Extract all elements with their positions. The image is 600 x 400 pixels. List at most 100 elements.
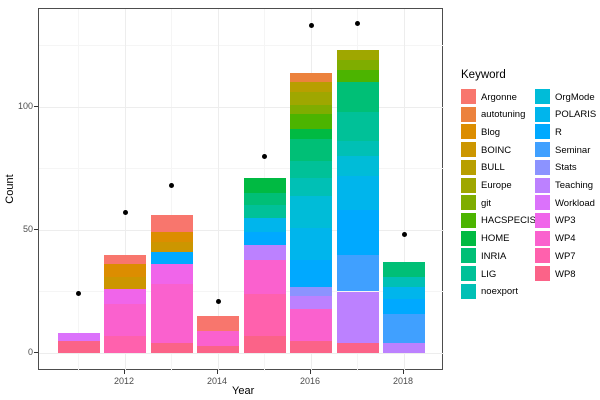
legend-swatch-WP3: [535, 212, 550, 228]
legend-item-POLARIS: POLARIS: [535, 106, 600, 124]
legend-item-LIG: LIG: [461, 265, 533, 283]
bar-segment-2012-Argonne: [104, 254, 146, 265]
legend-swatch-noexport: [461, 283, 476, 299]
bar-segment-2015-WP4: [243, 259, 286, 294]
legend-swatch-BOINC: [461, 142, 476, 158]
bar-segment-2017-Seminar: [336, 254, 379, 292]
bar-segment-2016-Stats: [290, 286, 332, 297]
legend-swatch-WP8: [535, 266, 550, 281]
v-major-gridline: [403, 9, 405, 371]
legend-label: WP8: [555, 268, 576, 280]
legend-label: git: [481, 197, 492, 209]
legend-swatch-Workload: [535, 195, 550, 211]
data-point-2012: [122, 210, 128, 216]
legend-label: Stats: [555, 162, 577, 174]
bar-2013: [150, 9, 193, 371]
legend-label: HOME: [481, 233, 510, 245]
y-tick-label: 0: [27, 347, 33, 357]
legend-item-autotuning: autotuning: [461, 106, 533, 124]
data-point-2013: [169, 183, 174, 189]
bar-segment-2016-INRIA: [290, 138, 332, 162]
legend-swatch-INRIA: [461, 248, 476, 264]
bar-segment-2015-WP7: [243, 293, 286, 336]
bar-segment-2016-WP8: [290, 340, 332, 353]
bar-segment-2016-autotuning: [290, 72, 332, 83]
legend-item-WP7: WP7: [535, 247, 600, 265]
v-major-gridline: [217, 9, 219, 371]
legend-item-Blog: Blog: [461, 123, 533, 141]
v-minor-gridline: [171, 9, 172, 371]
bar-segment-2013-R: [150, 252, 193, 265]
data-point-2017: [355, 20, 360, 26]
legend-swatch-WP4: [535, 230, 550, 246]
legend-label: WP7: [555, 250, 576, 262]
bar-segment-2012-BOINC: [104, 276, 146, 290]
bar-segment-2017-HACSPECIS: [336, 70, 379, 83]
legend-item-Seminar: Seminar: [535, 141, 600, 159]
x-axis-title: Year: [232, 385, 255, 397]
data-point-2015: [262, 153, 267, 159]
plot-panel: [38, 8, 444, 371]
bar-segment-2018-Seminar: [383, 313, 425, 344]
bar-2014: [197, 9, 239, 371]
legend-label: WP4: [555, 233, 576, 245]
legend-item-BULL: BULL: [461, 159, 533, 177]
bar-segment-2016-BULL: [290, 82, 332, 93]
bar-segment-2016-OrgMode: [290, 195, 332, 228]
h-minor-gridline: [39, 45, 444, 46]
h-minor-gridline: [39, 168, 444, 169]
legend-label: HACSPECIS: [481, 215, 536, 227]
x-tick-label: 2018: [392, 376, 414, 386]
legend-label: noexport: [481, 286, 518, 298]
bar-segment-2015-R: [243, 232, 286, 245]
data-point-2016: [308, 23, 314, 29]
legend-swatch-HOME: [461, 230, 476, 246]
bar-segment-2011-WP8: [57, 340, 100, 353]
bar-segment-2015-POLARIS: [243, 217, 286, 233]
bar-2011: [57, 9, 100, 371]
h-major-gridline: [39, 352, 444, 354]
bar-segment-2013-WP4: [150, 284, 193, 344]
legend-item-Teaching: Teaching: [535, 177, 600, 195]
legend-item-R: R: [535, 123, 600, 141]
bar-segment-2013-Blog: [150, 232, 193, 243]
v-major-gridline: [124, 9, 126, 371]
legend-swatch-git: [461, 195, 476, 211]
legend-item-noexport: noexport: [461, 283, 533, 301]
legend-item-HOME: HOME: [461, 230, 533, 248]
legend-swatch-HACSPECIS: [461, 212, 476, 228]
bar-segment-2012-WP3: [104, 289, 146, 304]
data-point-2011: [76, 291, 81, 297]
bar-segment-2013-WP8: [150, 343, 193, 353]
bar-segment-2017-OrgMode: [336, 156, 379, 176]
bar-segment-2016-POLARIS: [290, 227, 332, 260]
legend-swatch-Seminar: [535, 142, 550, 158]
bar-segment-2012-WP7: [104, 335, 146, 353]
bar-segment-2018-INRIA: [383, 261, 425, 277]
bar-segment-2013-BOINC: [150, 242, 193, 253]
bar-2012: [104, 9, 146, 371]
data-point-2018: [401, 232, 407, 238]
bar-2016: [290, 9, 332, 371]
h-major-gridline: [39, 229, 444, 231]
x-tick-label: 2012: [113, 376, 135, 386]
bar-segment-2018-R: [383, 298, 425, 314]
bar-segment-2012-Blog: [104, 264, 146, 277]
bar-2017: [336, 9, 379, 371]
legend-swatch-WP7: [535, 248, 550, 264]
bar-segment-2016-HACSPECIS: [290, 114, 332, 130]
legend-item-OrgMode: OrgMode: [535, 88, 600, 106]
legend-item-WP3: WP3: [535, 212, 600, 230]
x-tick: [216, 370, 218, 374]
v-minor-gridline: [78, 9, 79, 371]
legend-item-WP4: WP4: [535, 230, 600, 248]
x-tick: [402, 370, 404, 374]
bar-segment-2016-WP4: [290, 308, 332, 341]
y-tick-label: 50: [22, 224, 33, 234]
legend-title: Keyword: [461, 69, 506, 81]
x-tick-label: 2016: [299, 376, 321, 386]
legend-swatch-LIG: [461, 266, 476, 281]
bar-segment-2014-WP4: [197, 330, 239, 346]
legend-label: OrgMode: [555, 91, 595, 103]
